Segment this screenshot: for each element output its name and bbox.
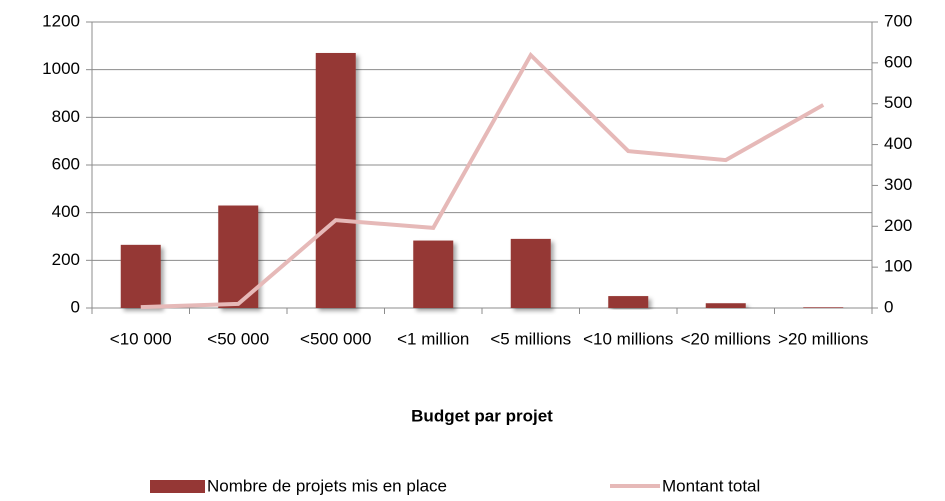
y2-tick-label: 100 — [884, 257, 912, 276]
x-tick-label: <500 000 — [300, 329, 371, 348]
bar — [120, 244, 161, 308]
x-tick-label: <5 millions — [490, 329, 571, 348]
y2-tick-label: 600 — [884, 52, 912, 71]
x-tick-label: >20 millions — [778, 329, 868, 348]
y-tick-label: 1200 — [42, 11, 80, 30]
x-tick-label: <1 million — [397, 329, 469, 348]
y2-tick-label: 300 — [884, 175, 912, 194]
bar — [315, 52, 356, 308]
y-tick-label: 400 — [52, 202, 80, 221]
bar — [608, 296, 649, 308]
y2-tick-label: 0 — [884, 297, 893, 316]
y-tick-label: 200 — [52, 250, 80, 269]
y-tick-label: 1000 — [42, 59, 80, 78]
x-tick-label: <10 000 — [110, 329, 172, 348]
y-tick-label: 600 — [52, 154, 80, 173]
x-axis-title: Budget par projet — [411, 406, 553, 425]
y-tick-label: 0 — [71, 297, 80, 316]
y2-tick-label: 700 — [884, 11, 912, 30]
y2-tick-label: 200 — [884, 216, 912, 235]
y2-tick-label: 500 — [884, 93, 912, 112]
y-tick-label: 800 — [52, 107, 80, 126]
x-tick-label: <50 000 — [207, 329, 269, 348]
legend-swatch — [150, 480, 205, 493]
legend-label: Nombre de projets mis en place — [207, 476, 447, 495]
line — [140, 51, 825, 310]
legend-label: Montant total — [662, 476, 760, 495]
bar — [803, 307, 844, 308]
y2-tick-label: 400 — [884, 134, 912, 153]
x-tick-label: <10 millions — [583, 329, 673, 348]
x-tick-label: <20 millions — [681, 329, 771, 348]
bar — [510, 238, 551, 308]
bar — [705, 303, 746, 308]
bar — [413, 240, 454, 308]
